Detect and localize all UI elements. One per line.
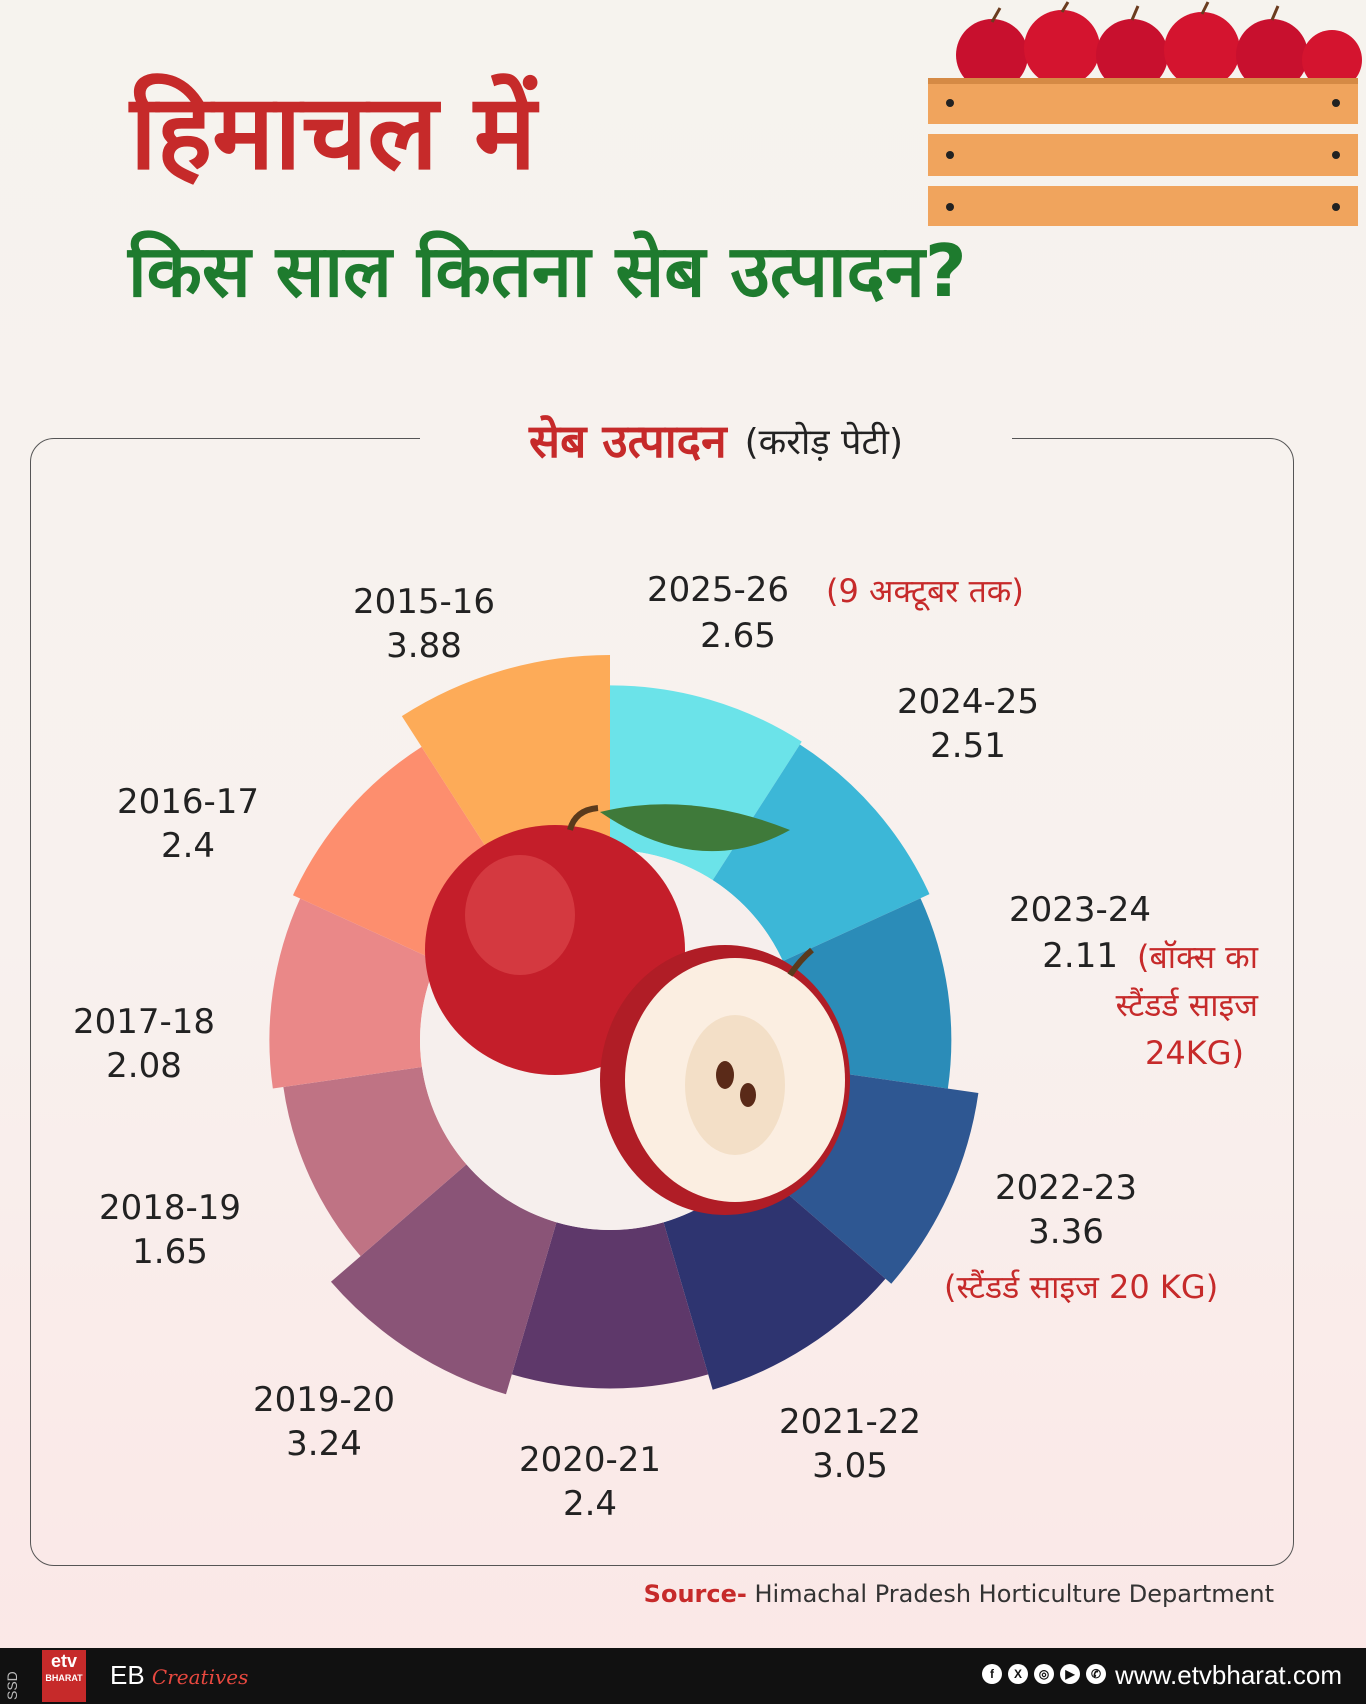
ssd-mark: SSD bbox=[4, 1671, 20, 1700]
title-line-1: हिमाचल में bbox=[130, 71, 537, 193]
source-text: Himachal Pradesh Horticulture Department bbox=[754, 1580, 1274, 1608]
etv-bharat-logo[interactable]: etv BHARAT bbox=[42, 1650, 86, 1702]
label-value-2020-21: 2.4 bbox=[562, 1484, 618, 1525]
footer-bar bbox=[0, 1648, 1366, 1704]
slice-2019-20 bbox=[330, 1164, 557, 1395]
slice-2015-16 bbox=[401, 655, 610, 881]
brand-eb: EB bbox=[110, 1660, 145, 1690]
chart-title: सेब उत्पादन bbox=[528, 414, 727, 468]
slice-2021-22 bbox=[663, 1164, 886, 1390]
label-year-2025-26: 2025-26 bbox=[646, 570, 790, 610]
note-2023-24-line3: 24KG) bbox=[1145, 1034, 1244, 1072]
label-2022-23: 2022-23 3.36 bbox=[946, 1166, 1186, 1254]
note-2023-24-line1: (बॉक्स का bbox=[1137, 938, 1258, 976]
social-icons: f X ◎ ▶ ✆ bbox=[982, 1664, 1106, 1684]
label-value-2023-24: 2.11 bbox=[1042, 936, 1118, 976]
label-year-2022-23: 2022-23 bbox=[994, 1168, 1138, 1208]
label-value-2019-20: 3.24 bbox=[286, 1424, 362, 1465]
label-year-2015-16: 2015-16 bbox=[352, 582, 496, 622]
label-year-2018-19: 2018-19 bbox=[98, 1188, 242, 1228]
label-year-2017-18: 2017-18 bbox=[72, 1002, 216, 1042]
label-year-2021-22: 2021-22 bbox=[778, 1402, 922, 1442]
apple-crate-illustration bbox=[928, 1, 1362, 226]
label-year-2020-21: 2020-21 bbox=[518, 1440, 662, 1480]
instagram-icon[interactable]: ◎ bbox=[1034, 1664, 1054, 1684]
source-label: Source- bbox=[643, 1580, 747, 1608]
label-year-2019-20: 2019-20 bbox=[252, 1380, 396, 1420]
slice-2024-25 bbox=[712, 744, 930, 962]
label-value-2025-26: 2.65 bbox=[700, 616, 776, 656]
label-value-2016-17: 2.4 bbox=[160, 826, 216, 867]
note-2023-24-line2: स्टैंडर्ड साइज bbox=[1115, 986, 1258, 1024]
logo-subtext: BHARAT bbox=[45, 1673, 83, 1683]
brand-script: Creatives bbox=[151, 1665, 249, 1689]
title-line-2: किस साल कितना सेब उत्पादन? bbox=[128, 229, 967, 313]
slice-2017-18 bbox=[269, 898, 438, 1089]
website-link[interactable]: www.etvbharat.com bbox=[1115, 1660, 1342, 1690]
label-2018-19: 2018-19 1.65 bbox=[50, 1186, 290, 1274]
note-2022-23: (स्टैंडर्ड साइज 20 KG) bbox=[944, 1268, 1219, 1306]
label-year-2023-24: 2023-24 bbox=[1008, 890, 1152, 930]
youtube-icon[interactable]: ▶ bbox=[1060, 1664, 1080, 1684]
label-value-2018-19: 1.65 bbox=[132, 1232, 208, 1273]
center-apple-illustration bbox=[420, 804, 850, 1230]
label-year-2016-17: 2016-17 bbox=[116, 782, 260, 822]
slice-2018-19 bbox=[283, 1067, 467, 1257]
label-value-2021-22: 3.05 bbox=[812, 1446, 888, 1487]
source-line: Source- Himachal Pradesh Horticulture De… bbox=[644, 1580, 1274, 1608]
chart-heading: सेब उत्पादन (करोड़ पेटी) bbox=[420, 404, 1012, 476]
crate-boards bbox=[928, 78, 1358, 226]
whatsapp-icon[interactable]: ✆ bbox=[1086, 1664, 1106, 1684]
label-2017-18: 2017-18 2.08 bbox=[24, 1000, 264, 1088]
label-2016-17: 2016-17 2.4 bbox=[68, 780, 308, 868]
label-2019-20: 2019-20 3.24 bbox=[204, 1378, 444, 1466]
note-2025-26: (9 अक्टूबर तक) bbox=[826, 572, 1024, 610]
label-value-2024-25: 2.51 bbox=[930, 726, 1006, 767]
label-value-2015-16: 3.88 bbox=[386, 626, 462, 667]
eb-creatives-brand: EB Creatives bbox=[110, 1660, 248, 1691]
label-year-2024-25: 2024-25 bbox=[896, 682, 1040, 722]
label-value-2017-18: 2.08 bbox=[106, 1046, 182, 1087]
slice-2020-21 bbox=[511, 1222, 709, 1389]
logo-text: etv bbox=[50, 1651, 77, 1671]
label-2020-21: 2020-21 2.4 bbox=[470, 1438, 710, 1526]
crate-apples bbox=[956, 1, 1362, 91]
label-value-2022-23: 3.36 bbox=[1028, 1212, 1104, 1253]
label-2024-25: 2024-25 2.51 bbox=[848, 680, 1088, 768]
chart-unit: (करोड़ पेटी) bbox=[744, 421, 904, 463]
label-2021-22: 2021-22 3.05 bbox=[730, 1400, 970, 1488]
x-icon[interactable]: X bbox=[1008, 1664, 1028, 1684]
facebook-icon[interactable]: f bbox=[982, 1664, 1002, 1684]
label-2015-16: 2015-16 3.88 bbox=[304, 580, 544, 668]
